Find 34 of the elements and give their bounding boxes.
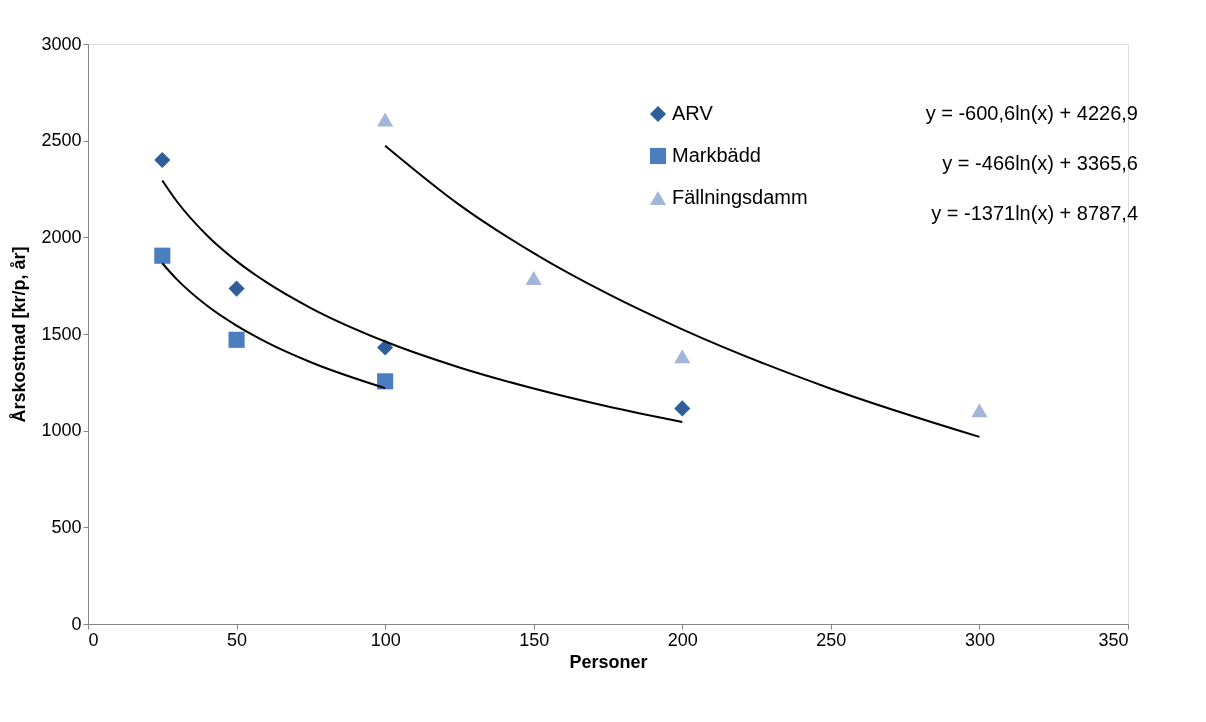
annotation: y = -466ln(x) + 3365,6 [942, 152, 1138, 174]
y-tick-label: 1000 [41, 420, 82, 441]
point [154, 247, 171, 264]
x-tick-label: 300 [964, 629, 995, 650]
x-tick-label: 150 [519, 629, 550, 650]
point [674, 349, 691, 364]
x-tick-label: 350 [1098, 629, 1129, 650]
x-tick-label: 0 [88, 629, 99, 650]
legend-label: Markbädd [672, 144, 761, 166]
legend-label: Fällningsdamm [672, 186, 808, 208]
x-axis-title: Personer [569, 651, 648, 672]
y-axis-title: Årskostnad [kr/p, år] [9, 246, 30, 423]
point [674, 400, 691, 417]
y-tick-label: 500 [51, 516, 82, 537]
point [377, 373, 394, 390]
y-tick-label: 2000 [41, 226, 82, 247]
x-tick-label: 100 [370, 629, 401, 650]
point [377, 112, 394, 127]
x-tick-label: 200 [667, 629, 698, 650]
legend-label: ARV [672, 102, 714, 124]
annotation: y = -600,6ln(x) + 4226,9 [925, 102, 1138, 124]
y-tick-label: 1500 [41, 323, 82, 344]
point [971, 403, 988, 418]
x-tick-label: 250 [816, 629, 847, 650]
point [525, 270, 542, 285]
point [154, 151, 171, 169]
point [228, 331, 245, 348]
y-tick-label: 2500 [41, 130, 82, 151]
y-tick-label: 0 [71, 613, 82, 634]
point [377, 339, 394, 356]
y-tick-label: 3000 [41, 33, 82, 54]
x-tick-label: 50 [227, 629, 248, 650]
point [228, 280, 245, 297]
annotation: y = -1371ln(x) + 8787,4 [931, 202, 1138, 224]
